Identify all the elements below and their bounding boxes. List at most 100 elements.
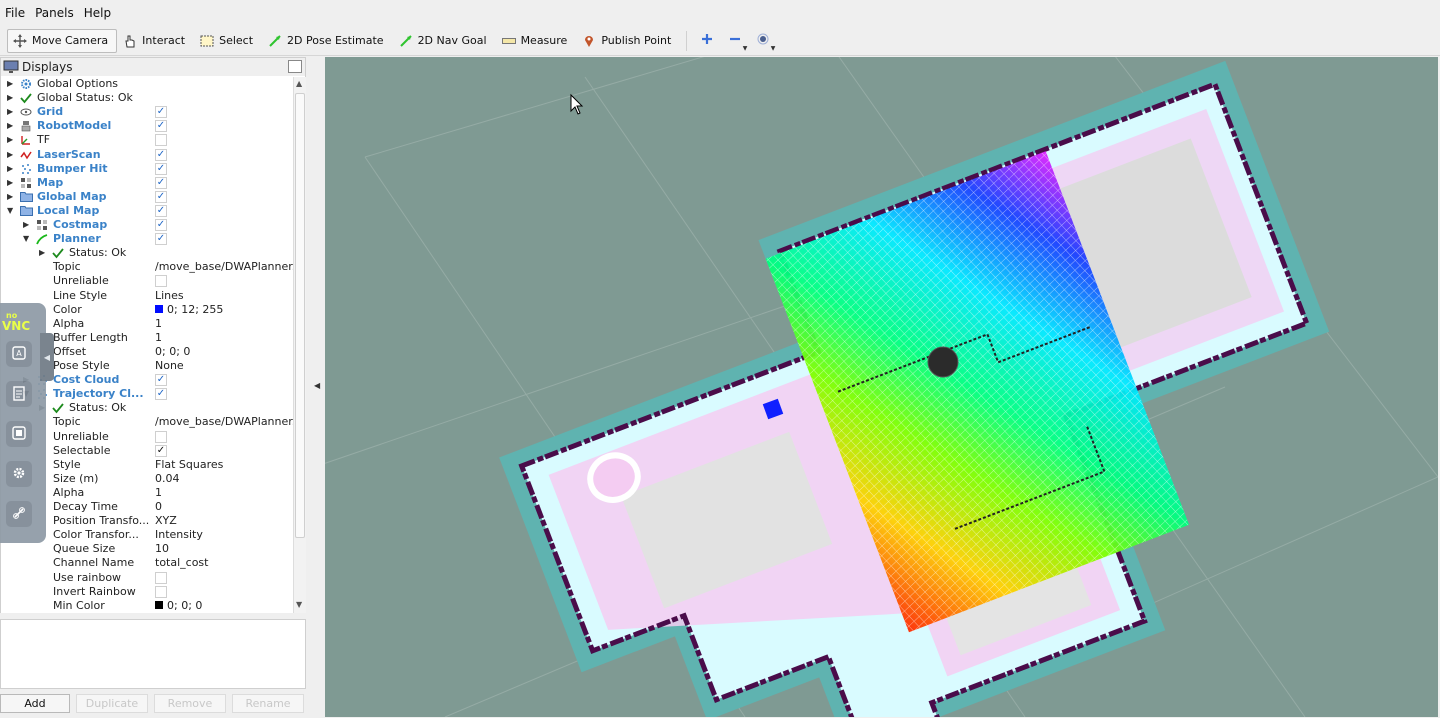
display-tree-row[interactable]: ▼ Planner ✓ bbox=[1, 232, 293, 246]
display-checkbox[interactable] bbox=[155, 275, 167, 288]
displays-scrollbar[interactable]: ▲ ▼ bbox=[293, 77, 306, 613]
display-tree-row[interactable]: ▶ Global Status: Ok bbox=[1, 91, 293, 105]
display-tree-row[interactable]: Pose Style None bbox=[1, 359, 293, 373]
pose-estimate-tool[interactable]: 2D Pose Estimate bbox=[262, 29, 393, 53]
display-checkbox[interactable]: ✓ bbox=[155, 162, 167, 175]
scroll-down-icon[interactable]: ▼ bbox=[296, 600, 303, 609]
display-tree-row[interactable]: Buffer Length 1 bbox=[1, 331, 293, 345]
display-row-value[interactable]: 0.04 bbox=[155, 471, 180, 485]
expand-right-icon[interactable]: ▶ bbox=[7, 191, 14, 201]
display-tree-row[interactable]: ▼ Local Map ✓ bbox=[1, 204, 293, 218]
display-tree-row[interactable]: ▶ LaserScan ✓ bbox=[1, 148, 293, 162]
display-tree-row[interactable]: Selectable ✓ bbox=[1, 444, 293, 458]
display-checkbox[interactable]: ✓ bbox=[155, 190, 167, 203]
undock-button[interactable] bbox=[288, 60, 302, 73]
display-row-value[interactable]: 1 bbox=[155, 330, 162, 344]
display-row-value[interactable]: /move_base/DWAPlanner... bbox=[155, 260, 293, 274]
display-tree-row[interactable]: Size (m) 0.04 bbox=[1, 472, 293, 486]
display-checkbox[interactable]: ✓ bbox=[155, 106, 167, 119]
vnc-fullscreen-button[interactable] bbox=[6, 421, 32, 447]
expand-right-icon[interactable]: ▶ bbox=[23, 220, 30, 229]
vnc-keyboard-button[interactable]: A bbox=[6, 341, 32, 367]
display-tree-row[interactable]: ▶ Grid ✓ bbox=[1, 105, 293, 119]
publish-point-tool[interactable]: Publish Point bbox=[576, 29, 680, 53]
menu-help[interactable]: Help bbox=[83, 6, 112, 20]
display-tree-row[interactable]: Color Transfor... Intensity bbox=[1, 528, 293, 542]
display-tree-row[interactable]: Invert Rainbow bbox=[1, 585, 293, 599]
display-tree-row[interactable]: Min Color 0; 0; 0 bbox=[1, 599, 293, 613]
display-tree-row[interactable]: ▶ RobotModel ✓ bbox=[1, 119, 293, 133]
display-tree-row[interactable]: Position Transfo... XYZ bbox=[1, 514, 293, 528]
expand-right-icon[interactable]: ▶ bbox=[7, 93, 14, 103]
display-tree-row[interactable]: Topic/move_base/DWAPlanner... bbox=[1, 415, 293, 429]
move-camera-tool[interactable]: Move Camera bbox=[7, 28, 118, 53]
display-row-value[interactable]: 1 bbox=[155, 485, 162, 499]
display-tree-row[interactable]: ▶ Costmap ✓ bbox=[1, 218, 293, 232]
expand-right-icon[interactable]: ▶ bbox=[7, 163, 14, 173]
display-row-value[interactable]: XYZ bbox=[155, 514, 177, 528]
expand-right-icon[interactable]: ▶ bbox=[7, 149, 14, 159]
display-row-value[interactable]: 0; 0; 0 bbox=[155, 344, 191, 358]
display-tree-row[interactable]: ▶ Bumper Hit ✓ bbox=[1, 162, 293, 176]
display-checkbox[interactable] bbox=[155, 134, 167, 147]
display-row-value[interactable]: Intensity bbox=[155, 528, 203, 542]
expand-right-icon[interactable]: ▶ bbox=[7, 107, 14, 117]
display-tree-row[interactable]: Style Flat Squares bbox=[1, 458, 293, 472]
scroll-thumb[interactable] bbox=[295, 93, 305, 538]
display-tree-row[interactable]: ▶ Map ✓ bbox=[1, 176, 293, 190]
display-row-value[interactable]: 10 bbox=[155, 542, 169, 556]
display-checkbox[interactable]: ✓ bbox=[155, 120, 167, 133]
display-tree-row[interactable]: Decay Time 0 bbox=[1, 500, 293, 514]
remove-tool-button[interactable]: ▼ bbox=[721, 29, 749, 53]
display-tree-row[interactable]: Alpha 1 bbox=[1, 317, 293, 331]
duplicate-button[interactable]: Duplicate bbox=[76, 694, 148, 713]
expand-right-icon[interactable]: ▶ bbox=[7, 79, 14, 88]
display-checkbox[interactable]: ✓ bbox=[155, 176, 167, 189]
measure-tool[interactable]: Measure bbox=[496, 29, 577, 53]
expand-right-icon[interactable]: ▶ bbox=[7, 121, 14, 131]
display-checkbox[interactable]: ✓ bbox=[155, 374, 167, 387]
vnc-settings-button[interactable] bbox=[6, 461, 32, 487]
select-tool[interactable]: Select bbox=[194, 29, 262, 53]
display-row-value[interactable]: 1 bbox=[155, 316, 162, 330]
expand-right-icon[interactable]: ▶ bbox=[39, 248, 46, 258]
add-tool-button[interactable] bbox=[693, 29, 721, 53]
display-row-value[interactable]: None bbox=[155, 359, 184, 372]
display-tree-row[interactable]: Alpha 1 bbox=[1, 486, 293, 500]
display-tree-row[interactable]: ▶ TF bbox=[1, 133, 293, 147]
menu-panels[interactable]: Panels bbox=[35, 6, 74, 20]
display-checkbox[interactable] bbox=[155, 585, 167, 598]
display-checkbox[interactable]: ✓ bbox=[155, 444, 167, 457]
expand-right-icon[interactable]: ▶ bbox=[7, 177, 14, 187]
display-tree-row[interactable]: Line Style Lines bbox=[1, 289, 293, 303]
display-tree-row[interactable]: Unreliable bbox=[1, 430, 293, 444]
expand-right-icon[interactable]: ▶ bbox=[7, 135, 14, 145]
display-tree-row[interactable]: Channel Name total_cost bbox=[1, 556, 293, 570]
display-checkbox[interactable]: ✓ bbox=[155, 388, 167, 401]
remove-button[interactable]: Remove bbox=[154, 694, 226, 713]
display-tree-row[interactable]: Use rainbow bbox=[1, 571, 293, 585]
vnc-disconnect-button[interactable] bbox=[6, 501, 32, 527]
display-tree-row[interactable]: Unreliable bbox=[1, 274, 293, 288]
display-checkbox[interactable]: ✓ bbox=[155, 233, 167, 246]
panel-splitter[interactable] bbox=[307, 57, 325, 718]
display-row-value[interactable]: total_cost bbox=[155, 556, 209, 570]
display-checkbox[interactable]: ✓ bbox=[155, 204, 167, 217]
display-checkbox[interactable]: ✓ bbox=[155, 219, 167, 231]
scroll-up-icon[interactable]: ▲ bbox=[296, 79, 303, 88]
display-tree-row[interactable]: ▼Trajectory Cl...✓ bbox=[1, 387, 293, 401]
display-row-value[interactable]: 0; 12; 255 bbox=[155, 303, 223, 317]
display-tree-row[interactable]: ▶ Global Options bbox=[1, 77, 293, 91]
rename-button[interactable]: Rename bbox=[232, 694, 304, 713]
scene-canvas[interactable] bbox=[325, 57, 1438, 717]
display-row-value[interactable]: Lines bbox=[155, 288, 184, 302]
display-tree-row[interactable]: Queue Size 10 bbox=[1, 542, 293, 556]
display-tree-row[interactable]: Color 0; 12; 255 bbox=[1, 303, 293, 317]
collapse-panel-icon[interactable]: ◀ bbox=[314, 381, 321, 390]
display-checkbox[interactable]: ✓ bbox=[155, 148, 167, 161]
interact-tool[interactable]: Interact bbox=[117, 29, 194, 53]
add-button[interactable]: Add bbox=[0, 694, 70, 713]
display-tree-row[interactable]: Topic/move_base/DWAPlanner... bbox=[1, 260, 293, 274]
nav-goal-tool[interactable]: 2D Nav Goal bbox=[393, 29, 496, 53]
camera-type-button[interactable]: ▼ bbox=[749, 29, 777, 53]
